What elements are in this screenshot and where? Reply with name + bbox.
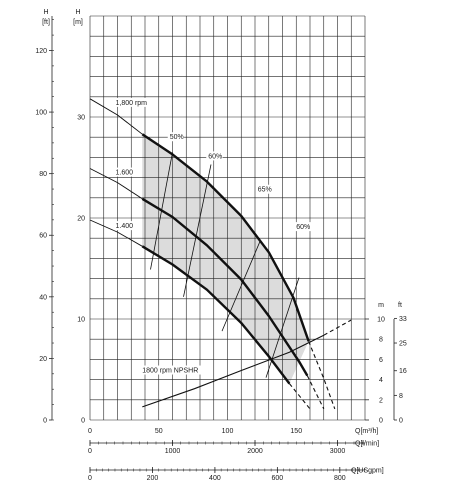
npshr-ft-tick-label: 33 (399, 316, 407, 323)
q-m3h-tick-label: 0 (88, 428, 92, 435)
curves (89, 98, 352, 410)
series-label-1400-bg (113, 221, 138, 231)
npshr-m-axis-title: m (378, 302, 384, 309)
h-ft-axis-unit: [ft] (42, 19, 50, 26)
efficiency-line-3 (265, 277, 300, 378)
npshr-curve-dashed (323, 319, 352, 336)
q-m3h-axis-title: Q[m³/h] (355, 428, 378, 435)
npshr-ft-tick-label: 16 (399, 368, 407, 375)
efficiency-label-1-bg (206, 151, 223, 161)
head-curve-dashed-0 (308, 340, 336, 410)
npshr-m-tick-label: 0 (379, 418, 383, 425)
npshr-ft-tick-label: 25 (399, 341, 407, 348)
efficiency-line-0 (150, 152, 173, 270)
labels: 1,800 rpm 1.600 1.400 50% 60% 65% 60% 1800 rpm … (113, 97, 311, 375)
q-m3h-tick-label: 50 (155, 428, 163, 435)
npshr-m-tick-label: 2 (379, 397, 383, 404)
head-curve-thin-0 (89, 98, 143, 135)
efficiency-label-0: 50% (170, 134, 184, 141)
efficiency-label-0-bg (167, 132, 185, 142)
efficiency-label-3-bg (294, 222, 311, 232)
axes: H[ft]020406080100120H[m]0102030m0246810f… (35, 9, 407, 482)
series-label-1400: 1.400 (116, 223, 134, 230)
head-curve-thick-2 (141, 245, 291, 385)
series-label-1800: 1,800 rpm (116, 100, 148, 107)
npshr-label: 1800 rpm NPSHR (142, 368, 198, 375)
h-ft-tick-label: 80 (39, 171, 47, 178)
q_lmin-axis-title: Q[l/min] (355, 441, 379, 448)
q_lmin-tick-label: 0 (88, 448, 92, 455)
efficiency-line-1 (183, 164, 212, 297)
shaded-region (142, 134, 309, 384)
npshr-ft-tick-label: 8 (399, 393, 403, 400)
q_usgpm-tick-label: 400 (209, 475, 221, 482)
q_usgpm-axis-title: Q[USgpm] (351, 468, 384, 475)
head-curve-thin-1 (89, 168, 143, 200)
q_usgpm-tick-label: 800 (334, 475, 346, 482)
q-m3h-tick-label: 100 (222, 428, 234, 435)
npshr-m-tick-label: 10 (377, 317, 385, 324)
q_lmin-tick-label: 2000 (247, 448, 263, 455)
npshr-curve (142, 334, 325, 408)
h-ft-axis-title: H (43, 9, 48, 16)
npshr-m-tick-label: 4 (379, 377, 383, 384)
q_usgpm-tick-label: 200 (147, 475, 159, 482)
h-ft-tick-label: 20 (39, 356, 47, 363)
head-curve-dashed-1 (306, 375, 325, 410)
efficiency-line-2 (221, 240, 261, 332)
h-m-axis-title: H (75, 9, 80, 16)
npshr-m-tick-label: 8 (379, 337, 383, 344)
shaded-operating-range (142, 134, 309, 384)
efficiency-label-2-bg (255, 184, 273, 194)
q_usgpm-tick-label: 600 (272, 475, 284, 482)
npshr-m-tick-label: 6 (379, 357, 383, 364)
h-ft-tick-label: 100 (35, 110, 47, 117)
h-m-tick-label: 0 (81, 418, 85, 425)
grid (89, 15, 366, 421)
efficiency-label-2: 65% (258, 187, 272, 194)
efficiency-label-3: 60% (296, 224, 310, 231)
q_lmin-tick-label: 1000 (165, 448, 181, 455)
h-ft-tick-label: 40 (39, 294, 47, 301)
h-ft-tick-label: 120 (35, 48, 47, 55)
series-label-1600: 1.600 (116, 170, 134, 177)
h-m-axis-unit: [m] (73, 19, 83, 26)
series-label-1600-bg (113, 167, 138, 177)
efficiency-label-1: 60% (208, 153, 222, 160)
head-curve-dashed-2 (288, 383, 311, 410)
q-m3h-tick-label: 150 (290, 428, 302, 435)
npshr-label-bg (140, 365, 202, 375)
h-m-tick-label: 30 (77, 115, 85, 122)
h-m-tick-label: 10 (77, 317, 85, 324)
h-ft-tick-label: 0 (43, 418, 47, 425)
npshr-ft-axis-title: ft (398, 302, 402, 309)
head-curve-thick-1 (141, 197, 309, 377)
h-ft-tick-label: 60 (39, 233, 47, 240)
q_usgpm-tick-label: 0 (88, 475, 92, 482)
q_lmin-tick-label: 3000 (330, 448, 346, 455)
npshr-ft-tick-label: 0 (399, 418, 403, 425)
head-curve-thin-2 (89, 219, 143, 247)
h-m-tick-label: 20 (77, 216, 85, 223)
series-label-1800-bg (113, 97, 155, 107)
